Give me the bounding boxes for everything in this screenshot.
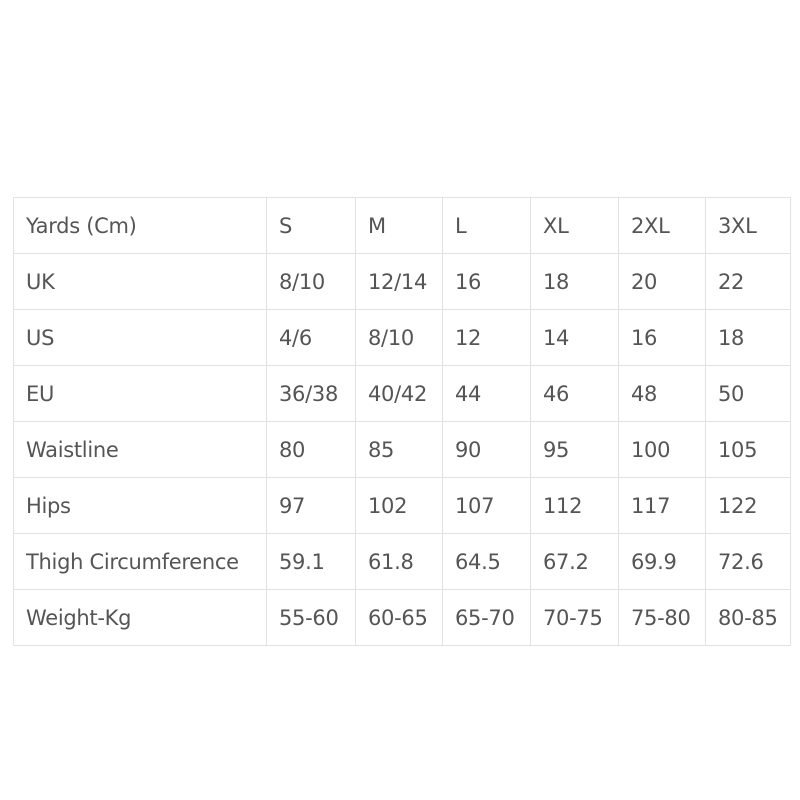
size-chart-table: Yards (Cm) S M L XL 2XL 3XL UK 8/10 12/14 16 18 20 22… [13, 197, 791, 646]
table-cell: 72.6 [705, 533, 791, 590]
row-label-cell: US [13, 309, 267, 366]
table-cell: 65-70 [442, 589, 531, 646]
table-cell: 105 [705, 421, 791, 478]
table-cell: 44 [442, 365, 531, 422]
table-cell: 60-65 [355, 589, 443, 646]
row-label-cell: Waistline [13, 421, 267, 478]
row-label-cell: EU [13, 365, 267, 422]
table-cell: 20 [618, 253, 706, 310]
header-cell: 2XL [618, 197, 706, 254]
table-cell: 80 [266, 421, 356, 478]
table-cell: 107 [442, 477, 531, 534]
table-cell: 90 [442, 421, 531, 478]
table-cell: 64.5 [442, 533, 531, 590]
table-cell: 12/14 [355, 253, 443, 310]
table-row: UK 8/10 12/14 16 18 20 22 [13, 253, 791, 310]
row-label-cell: Weight-Kg [13, 589, 267, 646]
table-row: EU 36/38 40/42 44 46 48 50 [13, 365, 791, 422]
table-cell: 46 [530, 365, 619, 422]
table-cell: 59.1 [266, 533, 356, 590]
table-row: Hips 97 102 107 112 117 122 [13, 477, 791, 534]
header-cell: XL [530, 197, 619, 254]
table-cell: 50 [705, 365, 791, 422]
table-cell: 40/42 [355, 365, 443, 422]
table-cell: 80-85 [705, 589, 791, 646]
table-cell: 16 [442, 253, 531, 310]
table-cell: 8/10 [266, 253, 356, 310]
table-cell: 18 [530, 253, 619, 310]
table-cell: 8/10 [355, 309, 443, 366]
row-label-cell: Thigh Circumference [13, 533, 267, 590]
table-cell: 117 [618, 477, 706, 534]
table-cell: 16 [618, 309, 706, 366]
table-row: Weight-Kg 55-60 60-65 65-70 70-75 75-80 80-85 [13, 589, 791, 646]
table-cell: 97 [266, 477, 356, 534]
table-cell: 48 [618, 365, 706, 422]
table-cell: 100 [618, 421, 706, 478]
table-cell: 122 [705, 477, 791, 534]
table-row: Thigh Circumference 59.1 61.8 64.5 67.2 69.9 7… [13, 533, 791, 590]
table-cell: 112 [530, 477, 619, 534]
header-cell: L [442, 197, 531, 254]
header-cell: Yards (Cm) [13, 197, 267, 254]
table-row: US 4/6 8/10 12 14 16 18 [13, 309, 791, 366]
row-label-cell: UK [13, 253, 267, 310]
header-row: Yards (Cm) S M L XL 2XL 3XL [13, 197, 791, 254]
table-cell: 61.8 [355, 533, 443, 590]
table-cell: 18 [705, 309, 791, 366]
table-cell: 12 [442, 309, 531, 366]
table-cell: 75-80 [618, 589, 706, 646]
table-row: Waistline 80 85 90 95 100 105 [13, 421, 791, 478]
table-cell: 55-60 [266, 589, 356, 646]
table-cell: 70-75 [530, 589, 619, 646]
table-cell: 36/38 [266, 365, 356, 422]
table-cell: 69.9 [618, 533, 706, 590]
header-cell: S [266, 197, 356, 254]
table-cell: 67.2 [530, 533, 619, 590]
row-label-cell: Hips [13, 477, 267, 534]
table-cell: 14 [530, 309, 619, 366]
table-cell: 102 [355, 477, 443, 534]
header-cell: 3XL [705, 197, 791, 254]
table-cell: 4/6 [266, 309, 356, 366]
table-cell: 85 [355, 421, 443, 478]
header-cell: M [355, 197, 443, 254]
table-cell: 22 [705, 253, 791, 310]
table-cell: 95 [530, 421, 619, 478]
